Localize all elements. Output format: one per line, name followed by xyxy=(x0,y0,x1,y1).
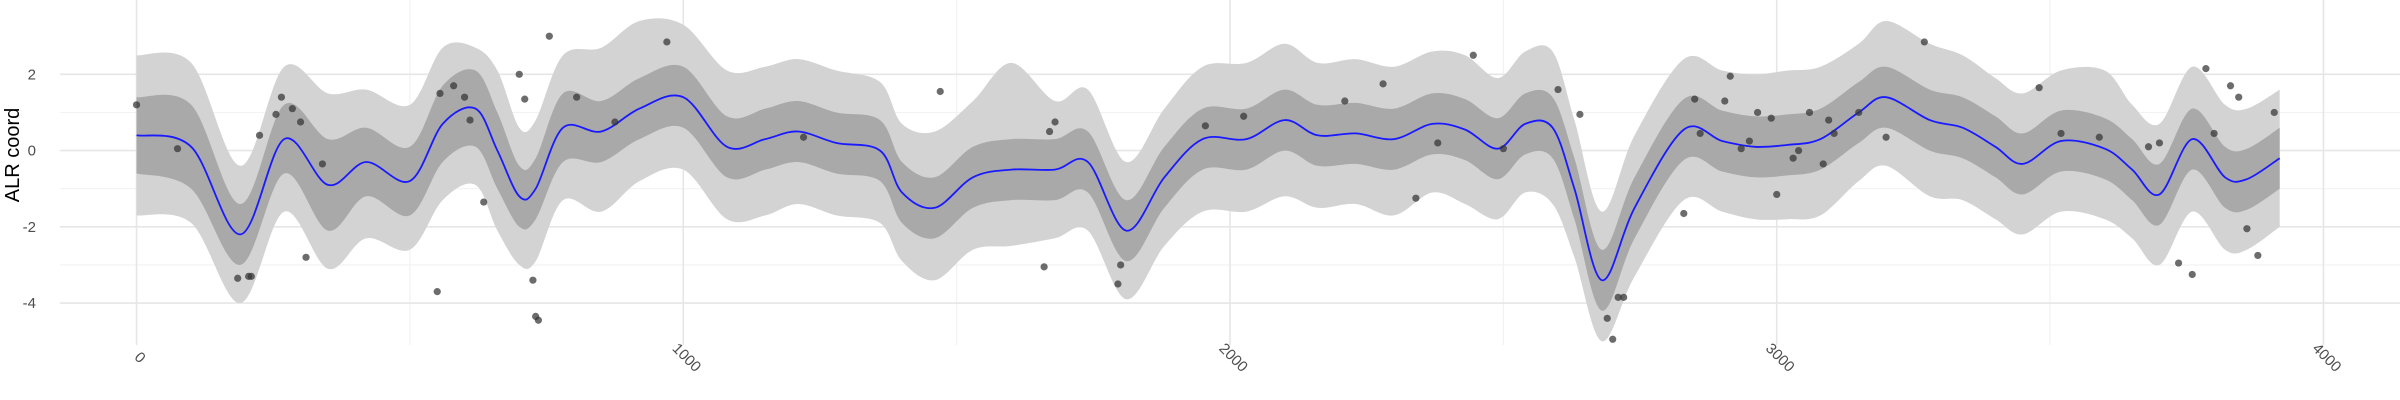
data-point xyxy=(255,131,264,139)
data-point xyxy=(480,198,488,206)
data-point xyxy=(1830,129,1838,138)
data-point xyxy=(318,160,327,168)
data-point xyxy=(1469,51,1477,59)
data-point xyxy=(2188,270,2196,279)
data-point xyxy=(132,101,141,109)
data-point xyxy=(272,110,280,118)
x-tick-label: 2000 xyxy=(1215,340,1251,376)
mean-line xyxy=(136,94,2281,282)
data-point xyxy=(1201,122,1209,130)
data-point xyxy=(433,288,441,296)
data-point xyxy=(1499,145,1507,153)
plot-panel xyxy=(60,0,2400,345)
data-point xyxy=(521,95,529,103)
data-point xyxy=(2174,259,2183,267)
data-point xyxy=(799,133,808,141)
inner-credible-band xyxy=(136,64,2280,311)
data-point xyxy=(515,70,523,78)
y-tick-label: -2 xyxy=(23,219,36,236)
data-point xyxy=(1117,261,1125,269)
data-point xyxy=(529,276,537,284)
data-point xyxy=(247,272,255,280)
data-point xyxy=(1855,108,1863,117)
x-axis: 0 1000 2000 3000 4000 xyxy=(131,340,2345,376)
data-point xyxy=(611,118,619,126)
outer-credible-band xyxy=(136,18,2280,342)
data-point xyxy=(1609,335,1617,343)
data-point xyxy=(1753,108,1762,117)
data-point xyxy=(2243,225,2251,233)
data-point xyxy=(1434,139,1442,147)
x-tick-label: 1000 xyxy=(669,340,705,376)
data-point xyxy=(1696,129,1704,138)
data-point xyxy=(1680,209,1688,218)
data-point xyxy=(450,82,458,90)
data-point xyxy=(460,93,469,101)
data-point xyxy=(2226,82,2235,90)
data-point xyxy=(173,145,182,153)
data-point xyxy=(1379,80,1387,88)
data-point xyxy=(2095,133,2103,141)
y-axis-title: ALR coord xyxy=(2,108,24,203)
data-point xyxy=(436,89,444,97)
data-point xyxy=(1040,263,1048,271)
data-point xyxy=(302,253,310,261)
x-tick-label: 4000 xyxy=(2309,340,2345,376)
x-tick-label: 3000 xyxy=(1762,340,1798,376)
data-point xyxy=(2035,84,2043,92)
data-point xyxy=(1819,160,1827,168)
data-point xyxy=(936,87,944,96)
data-point xyxy=(1691,95,1699,103)
data-point xyxy=(2235,93,2243,101)
data-point xyxy=(2270,108,2278,117)
data-point xyxy=(1721,97,1729,105)
data-point xyxy=(2254,251,2262,260)
data-point xyxy=(1614,293,1622,301)
data-point xyxy=(1794,146,1803,155)
y-axis: -4 -2 0 2 xyxy=(23,66,36,312)
data-point xyxy=(288,105,296,113)
y-tick-label: 2 xyxy=(28,66,36,83)
data-point xyxy=(1825,116,1833,124)
data-point xyxy=(1576,110,1584,118)
data-point xyxy=(1114,280,1122,288)
data-point xyxy=(1603,314,1611,322)
data-point xyxy=(573,93,581,101)
data-point xyxy=(1773,190,1781,199)
data-point xyxy=(1882,133,1890,141)
data-point xyxy=(1737,145,1745,153)
data-point xyxy=(1789,154,1797,162)
data-point xyxy=(1620,293,1628,301)
data-point xyxy=(2202,65,2210,73)
data-point xyxy=(1767,114,1775,122)
data-point xyxy=(466,116,474,124)
data-point xyxy=(1240,112,1248,120)
data-point xyxy=(1554,85,1562,94)
data-point xyxy=(1412,194,1420,202)
data-point xyxy=(2057,129,2065,138)
data-point xyxy=(1745,137,1753,145)
data-point xyxy=(534,316,542,324)
data-point xyxy=(2144,143,2153,151)
data-point xyxy=(296,118,305,126)
data-point xyxy=(663,38,671,46)
data-point xyxy=(2210,129,2218,138)
data-point xyxy=(1920,38,1928,46)
data-point xyxy=(545,32,553,40)
data-point xyxy=(1341,97,1349,105)
y-tick-label: 0 xyxy=(28,143,36,160)
data-point xyxy=(1805,108,1814,117)
data-point xyxy=(2155,139,2164,147)
data-point xyxy=(277,93,286,101)
data-point xyxy=(1045,127,1054,136)
x-tick-label: 0 xyxy=(131,349,149,367)
data-point xyxy=(1051,118,1059,126)
data-point xyxy=(234,274,242,282)
data-point xyxy=(1726,72,1734,80)
y-tick-label: -4 xyxy=(23,295,36,312)
